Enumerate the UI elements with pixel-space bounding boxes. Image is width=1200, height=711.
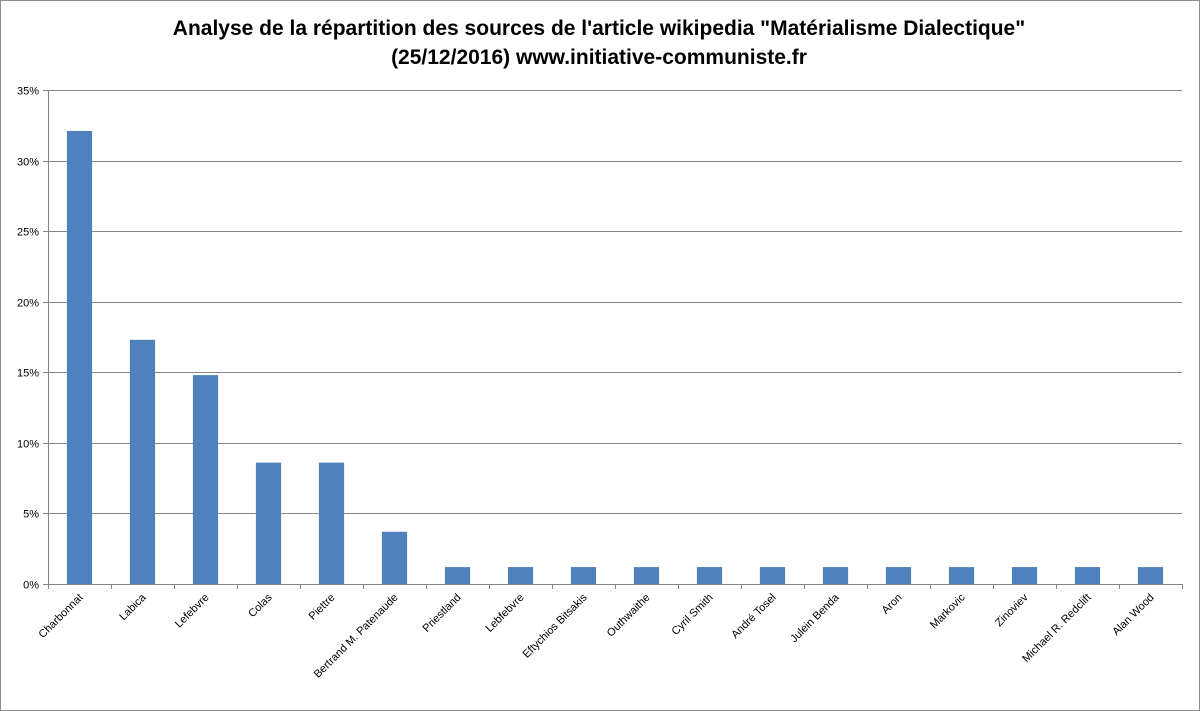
bar <box>759 567 786 584</box>
bar <box>255 462 282 584</box>
x-tick-label: Cyril Smith <box>670 592 716 638</box>
x-tick-label: Julein Benda <box>788 591 842 645</box>
gridlines <box>43 90 1182 585</box>
bar <box>318 462 345 584</box>
bar <box>570 567 597 584</box>
x-tick-label: Michael R. Redclift <box>1020 592 1093 665</box>
bar <box>1074 567 1101 584</box>
x-tick-label: Eftychios Bitsakis <box>521 591 590 660</box>
y-tick-label: 35% <box>17 86 39 98</box>
bar <box>66 130 93 584</box>
bar <box>192 375 219 584</box>
x-tick-label: Markovic <box>928 591 968 631</box>
y-tick-label: 30% <box>17 157 39 169</box>
x-tick-labels: Charbonnat Labica Lefebvre Colas PiettreBert… <box>36 591 1156 681</box>
x-tick-label: Aron <box>880 592 905 617</box>
x-tick-label: Lefebvre <box>173 592 212 631</box>
x-tick-label: André Tosel <box>729 592 778 641</box>
x-tick-label: Charbonnat <box>36 592 85 641</box>
x-tick-label: Lebfebvre <box>484 592 527 635</box>
axes <box>48 90 1183 589</box>
y-tick-label: 25% <box>17 227 39 239</box>
bar <box>948 567 975 584</box>
bar <box>129 339 156 584</box>
bar <box>633 567 660 584</box>
y-tick-label: 20% <box>17 298 39 310</box>
bar <box>1011 567 1038 584</box>
bar <box>822 567 849 584</box>
bar <box>381 531 408 584</box>
chart-subtitle: (25/12/2016) www.initiative-communiste.f… <box>391 46 807 69</box>
x-tick-label: Piettre <box>307 592 338 623</box>
bars <box>66 130 1164 584</box>
x-tick-label: Outhwaithe <box>605 592 653 640</box>
bar <box>885 567 912 584</box>
bar <box>507 567 534 584</box>
chart-title: Analyse de la répartition des sources de… <box>172 17 1026 40</box>
x-tick-label: Zinoviev <box>993 591 1031 629</box>
y-tick-label: 15% <box>17 368 39 380</box>
y-tick-label: 10% <box>17 439 39 451</box>
x-tick-label: Colas <box>246 591 275 620</box>
bar <box>1137 567 1164 584</box>
x-tick-label: Alan Wood <box>1110 592 1156 638</box>
y-tick-labels: 0% 5% 10% 15% 20% 25% 30% 35% <box>17 86 39 592</box>
chart-title-block: Analyse de la répartition des sources de… <box>0 14 1198 72</box>
bar <box>696 567 723 584</box>
bar <box>444 567 471 584</box>
y-tick-label: 0% <box>23 580 39 592</box>
x-tick-label: Priestland <box>421 592 464 635</box>
y-tick-label: 5% <box>23 509 39 521</box>
x-tick-label: Labica <box>117 591 149 623</box>
